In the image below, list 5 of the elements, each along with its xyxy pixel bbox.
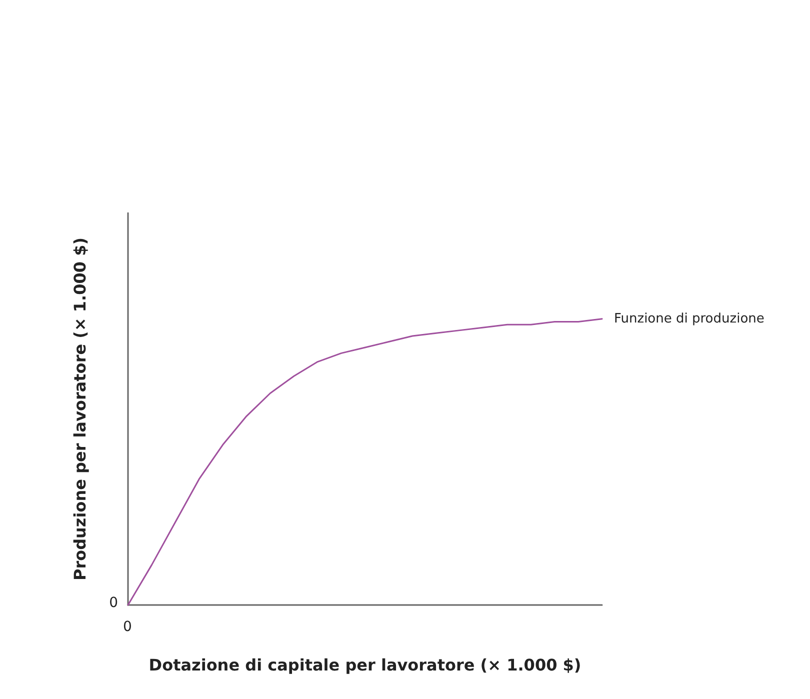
series-label: Funzione di produzione — [614, 311, 764, 326]
text: 0 — [109, 595, 118, 611]
text: 0 — [123, 619, 132, 635]
y-axis-title: Produzione per lavoratore (× 1.000 $) — [70, 237, 90, 581]
x-axis-title: Dotazione di capitale per lavoratore (× 1.000 $) — [148, 656, 582, 674]
